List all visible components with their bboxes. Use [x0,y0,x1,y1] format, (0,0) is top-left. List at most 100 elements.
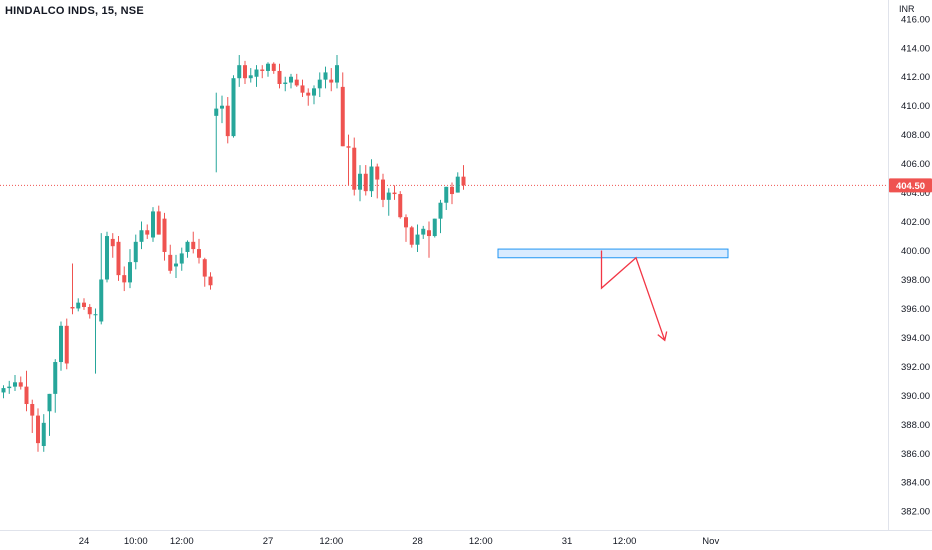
candle-body [329,79,334,83]
candle-body [47,393,52,412]
candle-down [122,266,127,292]
candle-down [271,62,276,74]
candle-up [266,62,270,77]
candle-body [70,306,75,309]
candle-body [116,241,121,276]
candle-down [340,72,345,147]
candle-up [283,76,288,92]
candle-body [87,306,92,315]
candle-up [335,55,339,89]
y-tick-label: 388.00 [901,420,930,431]
candle-body [421,228,426,235]
x-tick-label: 31 [562,536,573,547]
candle-up [455,172,460,193]
candle-body [266,63,270,71]
candle-down [30,399,35,433]
candle-down [375,163,380,199]
candle-body [375,166,380,180]
candle-up [1,385,6,399]
candle-down [116,236,121,281]
candle-down [162,212,167,261]
candle-down [70,263,75,315]
candle-down [300,79,305,98]
candle-body [363,173,368,192]
candle-body [300,85,305,93]
candle-body [162,218,167,252]
projected-path-arrowhead [657,331,668,342]
candle-body [392,192,397,195]
candle-up [185,240,190,258]
candle-body [64,325,69,364]
candle-up [105,231,109,283]
candle-body [306,92,311,96]
y-tick-label: 406.00 [901,159,930,170]
candle-body [1,388,6,393]
candle-body [260,69,265,71]
candle-up [444,186,449,210]
candle-down [277,63,282,89]
candle-body [208,276,213,286]
candle-body [277,70,282,84]
candle-body [340,86,345,147]
candle-up [289,73,293,89]
candle-down [197,238,201,264]
x-tick-label: 12:00 [170,536,194,547]
candle-up [231,75,236,138]
candle-up [41,414,46,452]
candle-body [151,211,155,238]
candle-body [289,76,293,83]
candle-down [450,182,454,205]
x-tick-label: 27 [263,536,274,547]
candle-body [133,241,138,263]
candle-body [369,166,374,192]
x-tick-label: 28 [412,536,423,547]
candle-up [369,159,374,197]
x-tick-label: 12:00 [613,536,637,547]
candle-body [214,108,219,116]
candle-down [306,88,311,106]
candle-body [294,79,299,86]
candle-body [128,262,132,283]
candle-down [329,68,334,92]
candle-body [105,236,109,280]
candle-up [432,218,437,238]
candle-body [248,75,253,79]
candle-up [214,92,219,173]
candle-down [191,231,196,254]
candle-body [432,218,437,237]
x-tick-label: 10:00 [124,536,148,547]
candle-body [7,386,12,389]
candle-down [82,298,86,310]
candle-down [208,272,213,290]
y-tick-label: 394.00 [901,333,930,344]
candle-body [185,241,190,252]
candle-body [335,65,339,83]
candle-down [409,225,414,248]
candle-body [444,186,449,203]
candle-up [438,199,443,234]
candle-up [59,321,63,371]
candle-body [461,176,466,186]
y-tick-label: 408.00 [901,130,930,141]
candle-up [415,224,420,252]
candle-body [197,249,201,258]
candle-body [168,254,173,271]
candle-down [110,233,115,258]
candle-down [398,191,403,219]
candle-down [168,244,173,274]
candle-body [174,263,178,267]
candle-down [145,224,150,239]
candle-up [323,66,328,89]
candle-body [82,302,86,307]
candle-up [93,308,98,374]
candle-down [294,73,299,87]
candle-body [41,422,46,447]
candle-body [415,234,420,245]
y-tick-label: 416.00 [901,14,930,25]
y-tick-label: 396.00 [901,304,930,315]
candle-up [174,254,178,279]
candle-body [93,314,98,316]
candle-down [363,165,368,196]
